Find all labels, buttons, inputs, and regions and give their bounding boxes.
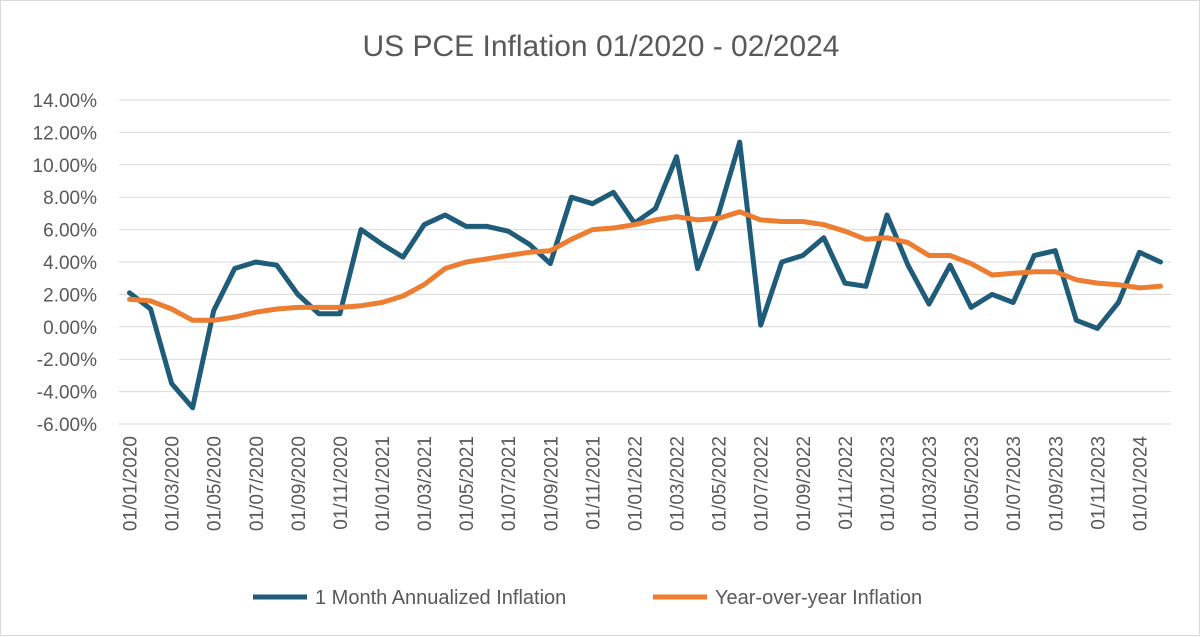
x-tick-label: 01/07/2020 bbox=[247, 436, 268, 531]
x-axis-tick-labels: 01/01/2020 01/03/2020 01/05/2020 01/07/2020… bbox=[121, 436, 1152, 532]
series-lines bbox=[127, 139, 1163, 411]
y-tick-label: 4.00% bbox=[43, 253, 97, 274]
x-tick-label: 01/09/2021 bbox=[541, 436, 562, 531]
x-tick-label: 01/07/2021 bbox=[499, 436, 520, 531]
x-tick-label: 01/01/2023 bbox=[878, 436, 899, 531]
legend: 1 Month Annualized Inflation Year-over-y… bbox=[253, 587, 922, 609]
x-tick-label: 01/11/2020 bbox=[331, 436, 352, 530]
x-tick-label: 01/05/2020 bbox=[205, 436, 226, 531]
x-tick-label: 01/05/2021 bbox=[457, 436, 478, 531]
series-line-1-month-annualized bbox=[127, 139, 1163, 411]
x-tick-label: 01/11/2023 bbox=[1088, 436, 1109, 530]
x-tick-label: 01/05/2022 bbox=[710, 436, 731, 531]
x-tick-label: 01/11/2022 bbox=[836, 436, 857, 530]
y-tick-label: 12.00% bbox=[33, 123, 98, 144]
y-tick-label: -2.00% bbox=[37, 350, 97, 371]
x-tick-label: 01/09/2022 bbox=[794, 436, 815, 531]
x-tick-label: 01/05/2023 bbox=[962, 436, 983, 531]
x-tick-label: 01/07/2023 bbox=[1004, 436, 1025, 531]
x-tick-label: 01/01/2022 bbox=[625, 436, 646, 531]
x-tick-label: 01/09/2023 bbox=[1046, 436, 1067, 531]
legend-label-yoy: Year-over-year Inflation bbox=[715, 587, 922, 609]
x-tick-label: 01/11/2021 bbox=[583, 436, 604, 530]
y-tick-label: -4.00% bbox=[37, 383, 97, 404]
x-tick-label: 01/03/2023 bbox=[920, 436, 941, 531]
x-tick-label: 01/03/2020 bbox=[163, 436, 184, 531]
x-tick-label: 01/09/2020 bbox=[289, 436, 310, 531]
x-tick-label: 01/01/2020 bbox=[121, 436, 142, 531]
chart-title: US PCE Inflation 01/2020 - 02/2024 bbox=[363, 30, 840, 63]
y-axis-tick-labels: -6.00% -4.00% -2.00% 0.00% 2.00% 4.00% 6.00% 8.… bbox=[33, 91, 98, 436]
y-tick-label: 14.00% bbox=[33, 91, 98, 112]
x-tick-label: 01/07/2022 bbox=[752, 436, 773, 531]
x-tick-label: 01/01/2024 bbox=[1130, 436, 1151, 532]
x-tick-label: 01/03/2021 bbox=[415, 436, 436, 531]
x-tick-label: 01/01/2021 bbox=[373, 436, 394, 531]
x-tick-label: 01/03/2022 bbox=[668, 436, 689, 531]
series-line-year-over-year bbox=[127, 209, 1163, 323]
y-tick-label: 6.00% bbox=[43, 221, 97, 242]
y-tick-label: 8.00% bbox=[43, 188, 97, 209]
grid-lines bbox=[119, 99, 1171, 425]
y-tick-label: 0.00% bbox=[43, 318, 97, 339]
y-tick-label: -6.00% bbox=[37, 415, 97, 436]
y-tick-label: 2.00% bbox=[43, 285, 97, 306]
y-tick-label: 10.00% bbox=[33, 156, 98, 177]
legend-label-1-month: 1 Month Annualized Inflation bbox=[315, 587, 566, 609]
